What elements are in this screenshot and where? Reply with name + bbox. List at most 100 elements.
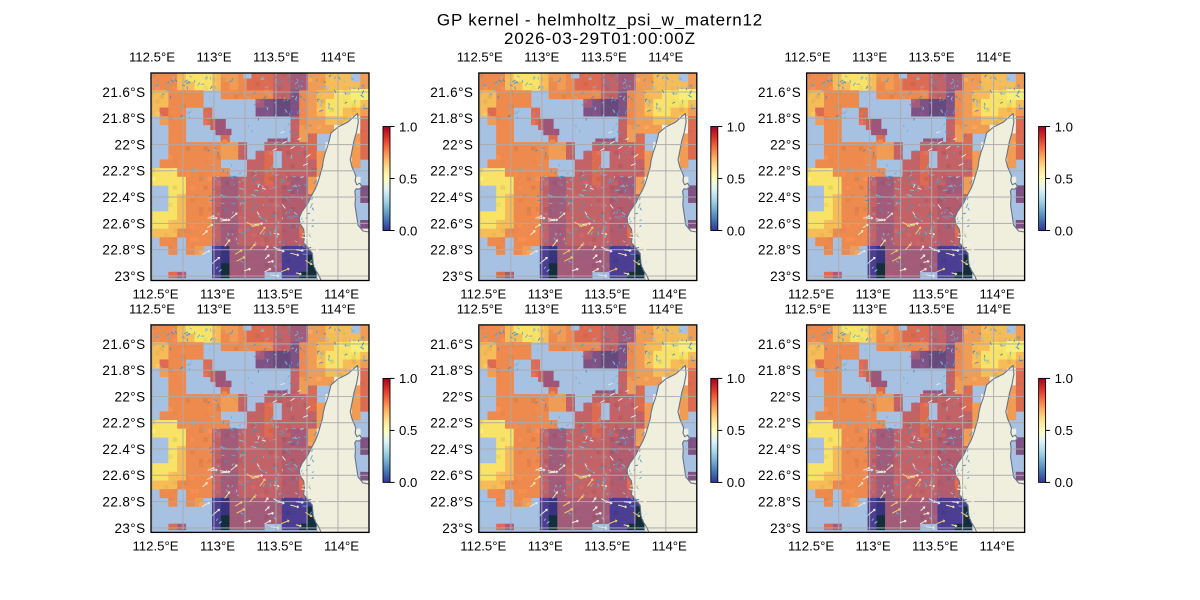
svg-text:21.6°S: 21.6°S: [758, 85, 801, 100]
svg-text:113°E: 113°E: [852, 302, 887, 317]
svg-text:22.2°S: 22.2°S: [102, 416, 145, 431]
svg-text:0.5: 0.5: [399, 423, 417, 438]
svg-text:1.0: 1.0: [399, 371, 417, 386]
svg-text:22.8°S: 22.8°S: [758, 243, 801, 258]
svg-text:113°E: 113°E: [852, 50, 887, 65]
svg-text:113°E: 113°E: [200, 538, 235, 553]
svg-text:22°S: 22°S: [442, 389, 473, 404]
svg-text:21.8°S: 21.8°S: [430, 363, 473, 378]
svg-text:21.8°S: 21.8°S: [758, 111, 801, 126]
svg-text:22.2°S: 22.2°S: [430, 164, 473, 179]
svg-text:112.5°E: 112.5°E: [785, 50, 831, 65]
svg-text:113°E: 113°E: [528, 538, 563, 553]
svg-text:22.6°S: 22.6°S: [102, 468, 145, 483]
svg-text:21.6°S: 21.6°S: [102, 85, 145, 100]
svg-text:1.0: 1.0: [727, 371, 745, 386]
svg-text:112.5°E: 112.5°E: [132, 286, 178, 301]
svg-text:114°E: 114°E: [320, 302, 355, 317]
svg-text:113.5°E: 113.5°E: [584, 286, 630, 301]
svg-text:112.5°E: 112.5°E: [460, 538, 506, 553]
svg-text:113°E: 113°E: [200, 286, 235, 301]
svg-text:0.0: 0.0: [727, 223, 745, 238]
svg-text:112.5°E: 112.5°E: [457, 302, 503, 317]
svg-text:112.5°E: 112.5°E: [132, 538, 178, 553]
svg-text:113.5°E: 113.5°E: [253, 302, 299, 317]
svg-text:0.0: 0.0: [399, 223, 417, 238]
svg-text:22°S: 22°S: [442, 137, 473, 152]
svg-text:22.2°S: 22.2°S: [430, 416, 473, 431]
svg-text:23°S: 23°S: [770, 521, 801, 536]
svg-text:0.0: 0.0: [399, 475, 417, 490]
svg-text:113.5°E: 113.5°E: [584, 538, 630, 553]
svg-text:23°S: 23°S: [114, 521, 145, 536]
svg-text:1.0: 1.0: [399, 119, 417, 134]
svg-text:23°S: 23°S: [442, 269, 473, 284]
svg-text:114°E: 114°E: [652, 286, 687, 301]
svg-text:21.8°S: 21.8°S: [102, 111, 145, 126]
svg-text:113.5°E: 113.5°E: [909, 302, 955, 317]
svg-text:21.6°S: 21.6°S: [430, 85, 473, 100]
svg-text:112.5°E: 112.5°E: [788, 538, 834, 553]
svg-text:114°E: 114°E: [980, 538, 1015, 553]
svg-text:114°E: 114°E: [324, 286, 359, 301]
svg-text:GP kernel - helmholtz_psi_w_ma: GP kernel - helmholtz_psi_w_matern12: [437, 11, 763, 30]
svg-text:22°S: 22°S: [770, 389, 801, 404]
svg-text:21.6°S: 21.6°S: [758, 337, 801, 352]
svg-text:112.5°E: 112.5°E: [785, 302, 831, 317]
svg-text:0.5: 0.5: [1055, 423, 1073, 438]
svg-text:2026-03-29T01:00:00Z: 2026-03-29T01:00:00Z: [504, 29, 696, 48]
svg-text:0.0: 0.0: [727, 475, 745, 490]
svg-text:113.5°E: 113.5°E: [912, 286, 958, 301]
svg-text:113.5°E: 113.5°E: [912, 538, 958, 553]
svg-text:114°E: 114°E: [652, 538, 687, 553]
svg-text:112.5°E: 112.5°E: [129, 302, 175, 317]
svg-text:22.4°S: 22.4°S: [758, 442, 801, 457]
svg-text:114°E: 114°E: [320, 50, 355, 65]
svg-text:0.5: 0.5: [727, 423, 745, 438]
svg-text:22.8°S: 22.8°S: [430, 243, 473, 258]
svg-text:22.2°S: 22.2°S: [102, 164, 145, 179]
svg-text:22.8°S: 22.8°S: [430, 494, 473, 509]
svg-text:22.6°S: 22.6°S: [430, 216, 473, 231]
svg-text:113.5°E: 113.5°E: [253, 50, 299, 65]
svg-text:21.6°S: 21.6°S: [430, 337, 473, 352]
svg-text:21.8°S: 21.8°S: [430, 111, 473, 126]
svg-text:22°S: 22°S: [114, 389, 145, 404]
svg-text:114°E: 114°E: [976, 50, 1011, 65]
svg-text:22.8°S: 22.8°S: [758, 494, 801, 509]
svg-text:0.5: 0.5: [1055, 171, 1073, 186]
svg-text:22.4°S: 22.4°S: [430, 190, 473, 205]
svg-text:22.4°S: 22.4°S: [758, 190, 801, 205]
svg-text:0.5: 0.5: [727, 171, 745, 186]
svg-text:22.2°S: 22.2°S: [758, 164, 801, 179]
svg-text:21.8°S: 21.8°S: [758, 363, 801, 378]
svg-text:23°S: 23°S: [442, 521, 473, 536]
svg-text:113.5°E: 113.5°E: [256, 286, 302, 301]
svg-text:114°E: 114°E: [976, 302, 1011, 317]
svg-text:1.0: 1.0: [727, 119, 745, 134]
svg-text:22°S: 22°S: [114, 137, 145, 152]
svg-text:112.5°E: 112.5°E: [129, 50, 175, 65]
svg-text:22.4°S: 22.4°S: [102, 442, 145, 457]
svg-text:113°E: 113°E: [524, 302, 559, 317]
svg-text:113°E: 113°E: [856, 538, 891, 553]
svg-text:113°E: 113°E: [528, 286, 563, 301]
svg-text:22.6°S: 22.6°S: [430, 468, 473, 483]
svg-text:112.5°E: 112.5°E: [788, 286, 834, 301]
svg-text:114°E: 114°E: [648, 50, 683, 65]
svg-text:22.2°S: 22.2°S: [758, 416, 801, 431]
svg-text:113.5°E: 113.5°E: [909, 50, 955, 65]
svg-text:22.4°S: 22.4°S: [102, 190, 145, 205]
svg-text:1.0: 1.0: [1055, 371, 1073, 386]
svg-text:21.8°S: 21.8°S: [102, 363, 145, 378]
svg-text:113°E: 113°E: [856, 286, 891, 301]
svg-text:22.4°S: 22.4°S: [430, 442, 473, 457]
svg-text:0.0: 0.0: [1055, 475, 1073, 490]
svg-text:112.5°E: 112.5°E: [457, 50, 503, 65]
svg-text:0.0: 0.0: [1055, 223, 1073, 238]
svg-text:113°E: 113°E: [524, 50, 559, 65]
svg-text:22.8°S: 22.8°S: [102, 243, 145, 258]
svg-text:0.5: 0.5: [399, 171, 417, 186]
svg-text:22.6°S: 22.6°S: [102, 216, 145, 231]
svg-text:23°S: 23°S: [114, 269, 145, 284]
